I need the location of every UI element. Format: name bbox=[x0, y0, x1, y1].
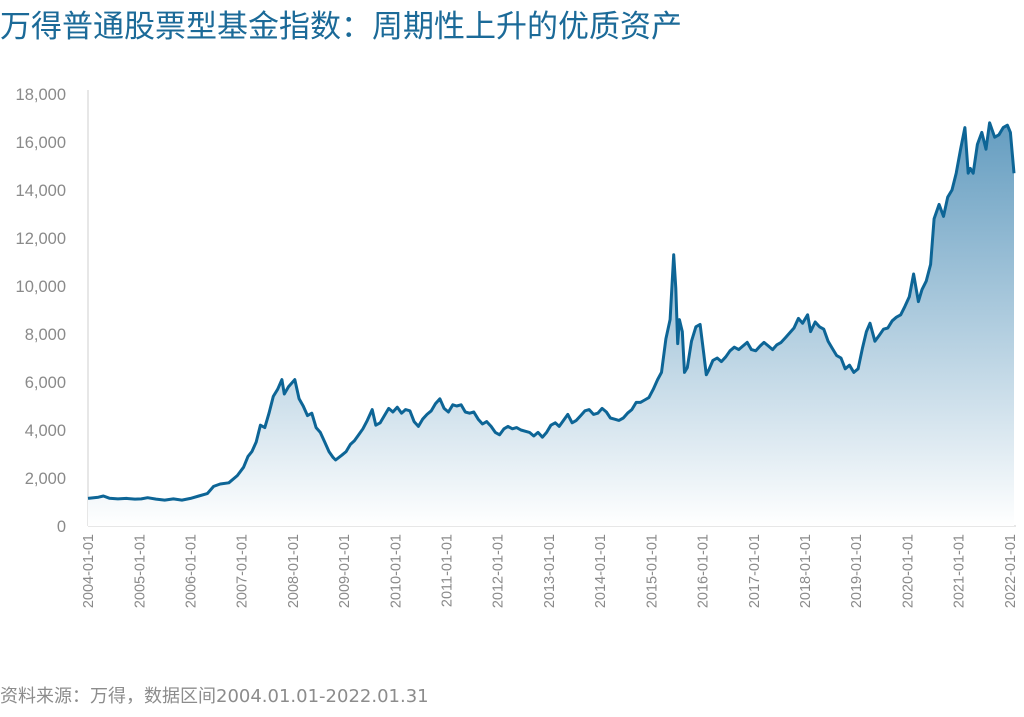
x-tick-label: 2012-01-01 bbox=[491, 534, 507, 608]
y-tick-label: 10,000 bbox=[16, 278, 66, 296]
y-tick-label: 18,000 bbox=[16, 86, 66, 104]
y-tick-label: 0 bbox=[57, 518, 66, 536]
x-tick-label: 2010-01-01 bbox=[388, 534, 404, 608]
x-tick-label: 2017-01-01 bbox=[747, 534, 763, 608]
x-tick-label: 2005-01-01 bbox=[132, 534, 148, 608]
x-tick-label: 2004-01-01 bbox=[81, 534, 97, 608]
x-tick-label: 2011-01-01 bbox=[439, 534, 455, 607]
y-tick-label: 2,000 bbox=[25, 470, 66, 488]
x-tick-label: 2006-01-01 bbox=[183, 534, 199, 608]
y-axis-tick-labels: 0 2,000 4,000 6,000 8,000 10,000 12,000 14,000 1… bbox=[16, 86, 66, 536]
x-tick-label: 2018-01-01 bbox=[798, 534, 814, 608]
x-tick-label: 2015-01-01 bbox=[644, 534, 660, 608]
y-tick-label: 8,000 bbox=[25, 326, 66, 344]
x-tick-label: 2021-01-01 bbox=[952, 534, 968, 608]
x-tick-label: 2013-01-01 bbox=[542, 534, 558, 608]
y-tick-label: 12,000 bbox=[16, 230, 66, 248]
source-note: 资料来源：万得，数据区间2004.01.01-2022.01.31 bbox=[0, 686, 429, 707]
y-tick-label: 16,000 bbox=[16, 134, 66, 152]
x-tick-label: 2022-01-01 bbox=[1003, 534, 1019, 608]
x-axis-tick-labels: 2004-01-01 2005-01-01 2006-01-01 2007-01-01… bbox=[81, 534, 1019, 608]
x-tick-label: 2016-01-01 bbox=[695, 534, 711, 608]
y-tick-label: 6,000 bbox=[25, 374, 66, 392]
x-tick-label: 2020-01-01 bbox=[900, 534, 916, 608]
chart-title: 万得普通股票型基金指数：周期性上升的优质资产 bbox=[0, 9, 682, 45]
x-tick-label: 2019-01-01 bbox=[849, 534, 865, 608]
x-tick-label: 2008-01-01 bbox=[286, 534, 302, 608]
x-tick-label: 2007-01-01 bbox=[235, 534, 251, 608]
y-tick-label: 14,000 bbox=[16, 182, 66, 200]
x-tick-label: 2009-01-01 bbox=[337, 534, 353, 608]
series-area-fill bbox=[88, 122, 1014, 527]
series-line bbox=[87, 121, 1016, 502]
y-tick-label: 4,000 bbox=[25, 422, 66, 440]
x-tick-label: 2014-01-01 bbox=[593, 534, 609, 608]
